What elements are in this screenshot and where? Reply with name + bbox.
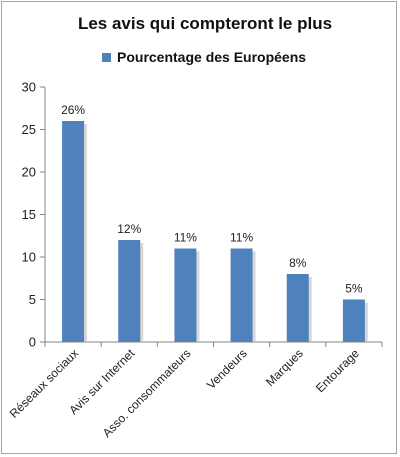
- y-tick-label: 25: [22, 122, 36, 137]
- data-label: 5%: [345, 282, 363, 296]
- y-tick-label: 10: [22, 250, 36, 265]
- data-labels: 26% 12% 11% 11% 8% 5%: [61, 103, 363, 296]
- data-label: 11%: [174, 231, 197, 245]
- data-label: 8%: [289, 256, 307, 270]
- data-label: 26%: [61, 103, 85, 117]
- y-tick-label: 20: [22, 165, 36, 180]
- chart-title: Les avis qui compteront le plus: [78, 14, 332, 33]
- bars: [62, 121, 368, 342]
- legend-swatch: [102, 53, 111, 62]
- bar: [118, 240, 141, 342]
- data-label: 12%: [117, 222, 141, 236]
- bar: [230, 248, 253, 342]
- y-tick-label: 0: [29, 335, 36, 350]
- bar: [174, 248, 197, 342]
- y-tick-label: 15: [22, 207, 36, 222]
- bar: [342, 299, 365, 342]
- data-label: 11%: [230, 231, 253, 245]
- x-tick-label: Vendeurs: [204, 346, 250, 392]
- legend-entry: Pourcentage des Européens: [117, 49, 306, 65]
- x-tick-label: Marques: [263, 346, 306, 389]
- y-tick-label: 30: [22, 80, 36, 95]
- y-tick-label: 5: [29, 292, 36, 307]
- bar: [62, 121, 85, 342]
- bar: [286, 274, 309, 342]
- x-tick-label: Entourage: [313, 346, 362, 395]
